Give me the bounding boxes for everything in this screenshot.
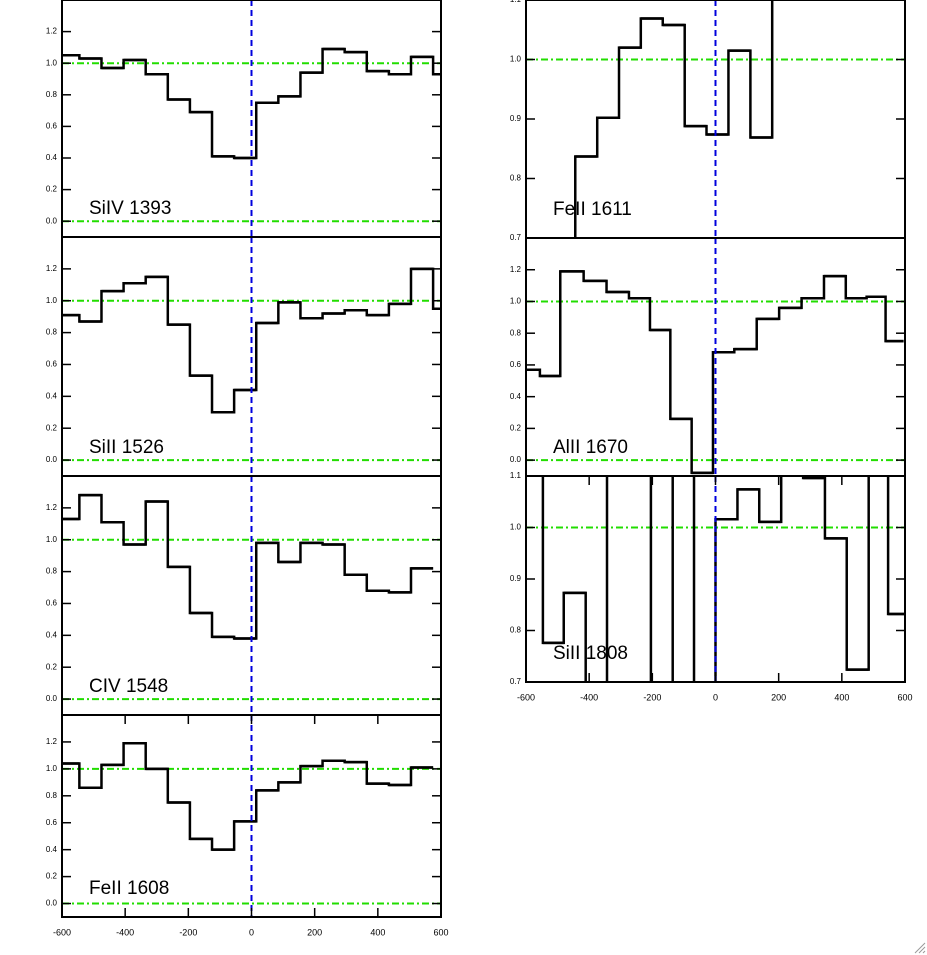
y-tick-label: 1.0: [46, 58, 58, 67]
panel-label: AlII 1670: [553, 437, 628, 458]
y-tick-label: 0.7: [510, 233, 522, 242]
y-tick-label: 1.2: [46, 737, 58, 746]
x-tick-label: -600: [53, 927, 71, 937]
y-tick-label: 0.2: [46, 423, 58, 432]
y-tick-label: 0.0: [510, 455, 522, 464]
y-tick-label: 0.6: [46, 599, 58, 608]
x-tick-label: -200: [179, 927, 197, 937]
y-tick-label: 0.8: [46, 328, 58, 337]
y-tick-label: 0.8: [510, 174, 522, 183]
step-risers: [62, 47, 441, 160]
y-tick-label: 0.6: [46, 818, 58, 827]
y-tick-label: 1.2: [46, 264, 58, 273]
panel-label: SiIV 1393: [89, 198, 171, 219]
panel: [62, 715, 441, 917]
y-tick-label: 0.0: [46, 694, 58, 703]
x-tick-label: 400: [370, 927, 385, 937]
y-tick-label: 0.8: [510, 328, 522, 337]
y-tick-label: 0.8: [46, 791, 58, 800]
y-tick-label: 0.4: [46, 391, 58, 400]
y-tick-label: 0.2: [46, 872, 58, 881]
y-tick-label: 0.7: [510, 677, 522, 686]
y-tick-label: 0.4: [46, 153, 58, 162]
y-tick-label: 1.1: [510, 471, 522, 480]
y-tick-label: 0.6: [510, 360, 522, 369]
x-tick-label: -600: [517, 692, 535, 702]
y-tick-label: 0.8: [46, 90, 58, 99]
x-tick-label: 200: [307, 927, 322, 937]
x-tick-label: -200: [643, 692, 661, 702]
y-tick-label: 1.0: [46, 296, 58, 305]
panel-label: FeII 1608: [89, 878, 169, 899]
x-tick-label: 0: [249, 927, 254, 937]
step-risers: [62, 742, 434, 851]
step-risers: [62, 493, 434, 640]
panel: [62, 237, 441, 476]
y-tick-label: 1.0: [46, 535, 58, 544]
panel: [62, 0, 441, 237]
panel: [526, 476, 905, 682]
y-tick-label: 0.8: [46, 567, 58, 576]
y-tick-label: 0.2: [46, 662, 58, 671]
y-tick-label: 0.2: [510, 424, 522, 433]
x-tick-label: 0: [713, 692, 718, 702]
y-tick-label: 0.9: [510, 574, 522, 583]
y-tick-label: 1.2: [46, 27, 58, 36]
x-tick-label: 200: [771, 692, 786, 702]
x-tick-label: -400: [580, 692, 598, 702]
y-tick-label: 0.4: [46, 630, 58, 639]
step-risers: [574, 0, 774, 238]
panel: [526, 238, 905, 476]
x-tick-label: -400: [116, 927, 134, 937]
x-tick-label: 600: [897, 692, 912, 702]
y-tick-label: 1.0: [46, 764, 58, 773]
panel: [62, 476, 441, 715]
x-tick-label: 600: [433, 927, 448, 937]
y-tick-label: 0.6: [46, 360, 58, 369]
step-risers: [526, 270, 904, 475]
y-tick-label: 1.0: [510, 297, 522, 306]
y-tick-label: 0.2: [46, 185, 58, 194]
y-tick-label: 0.4: [46, 845, 58, 854]
y-tick-label: 0.6: [46, 122, 58, 131]
y-tick-label: 1.2: [510, 265, 522, 274]
y-tick-label: 0.8: [510, 626, 522, 635]
panel-label: SiII 1526: [89, 437, 164, 458]
step-risers: [62, 267, 441, 414]
y-tick-label: 0.0: [46, 899, 58, 908]
y-tick-label: 1.1: [510, 0, 522, 4]
panel-label: FeII 1611: [553, 199, 632, 220]
y-tick-label: 1.0: [510, 55, 522, 64]
x-tick-label: 400: [834, 692, 849, 702]
y-tick-label: 0.0: [46, 455, 58, 464]
panel-label: CIV 1548: [89, 676, 168, 697]
y-tick-label: 0.9: [510, 114, 522, 123]
y-tick-label: 1.2: [46, 503, 58, 512]
panel: [526, 0, 905, 238]
y-tick-label: 0.0: [46, 216, 58, 225]
panel-label: SiII 1808: [553, 643, 628, 664]
resize-grip: [914, 942, 926, 954]
y-tick-label: 0.4: [510, 392, 522, 401]
y-tick-label: 1.0: [510, 523, 522, 532]
